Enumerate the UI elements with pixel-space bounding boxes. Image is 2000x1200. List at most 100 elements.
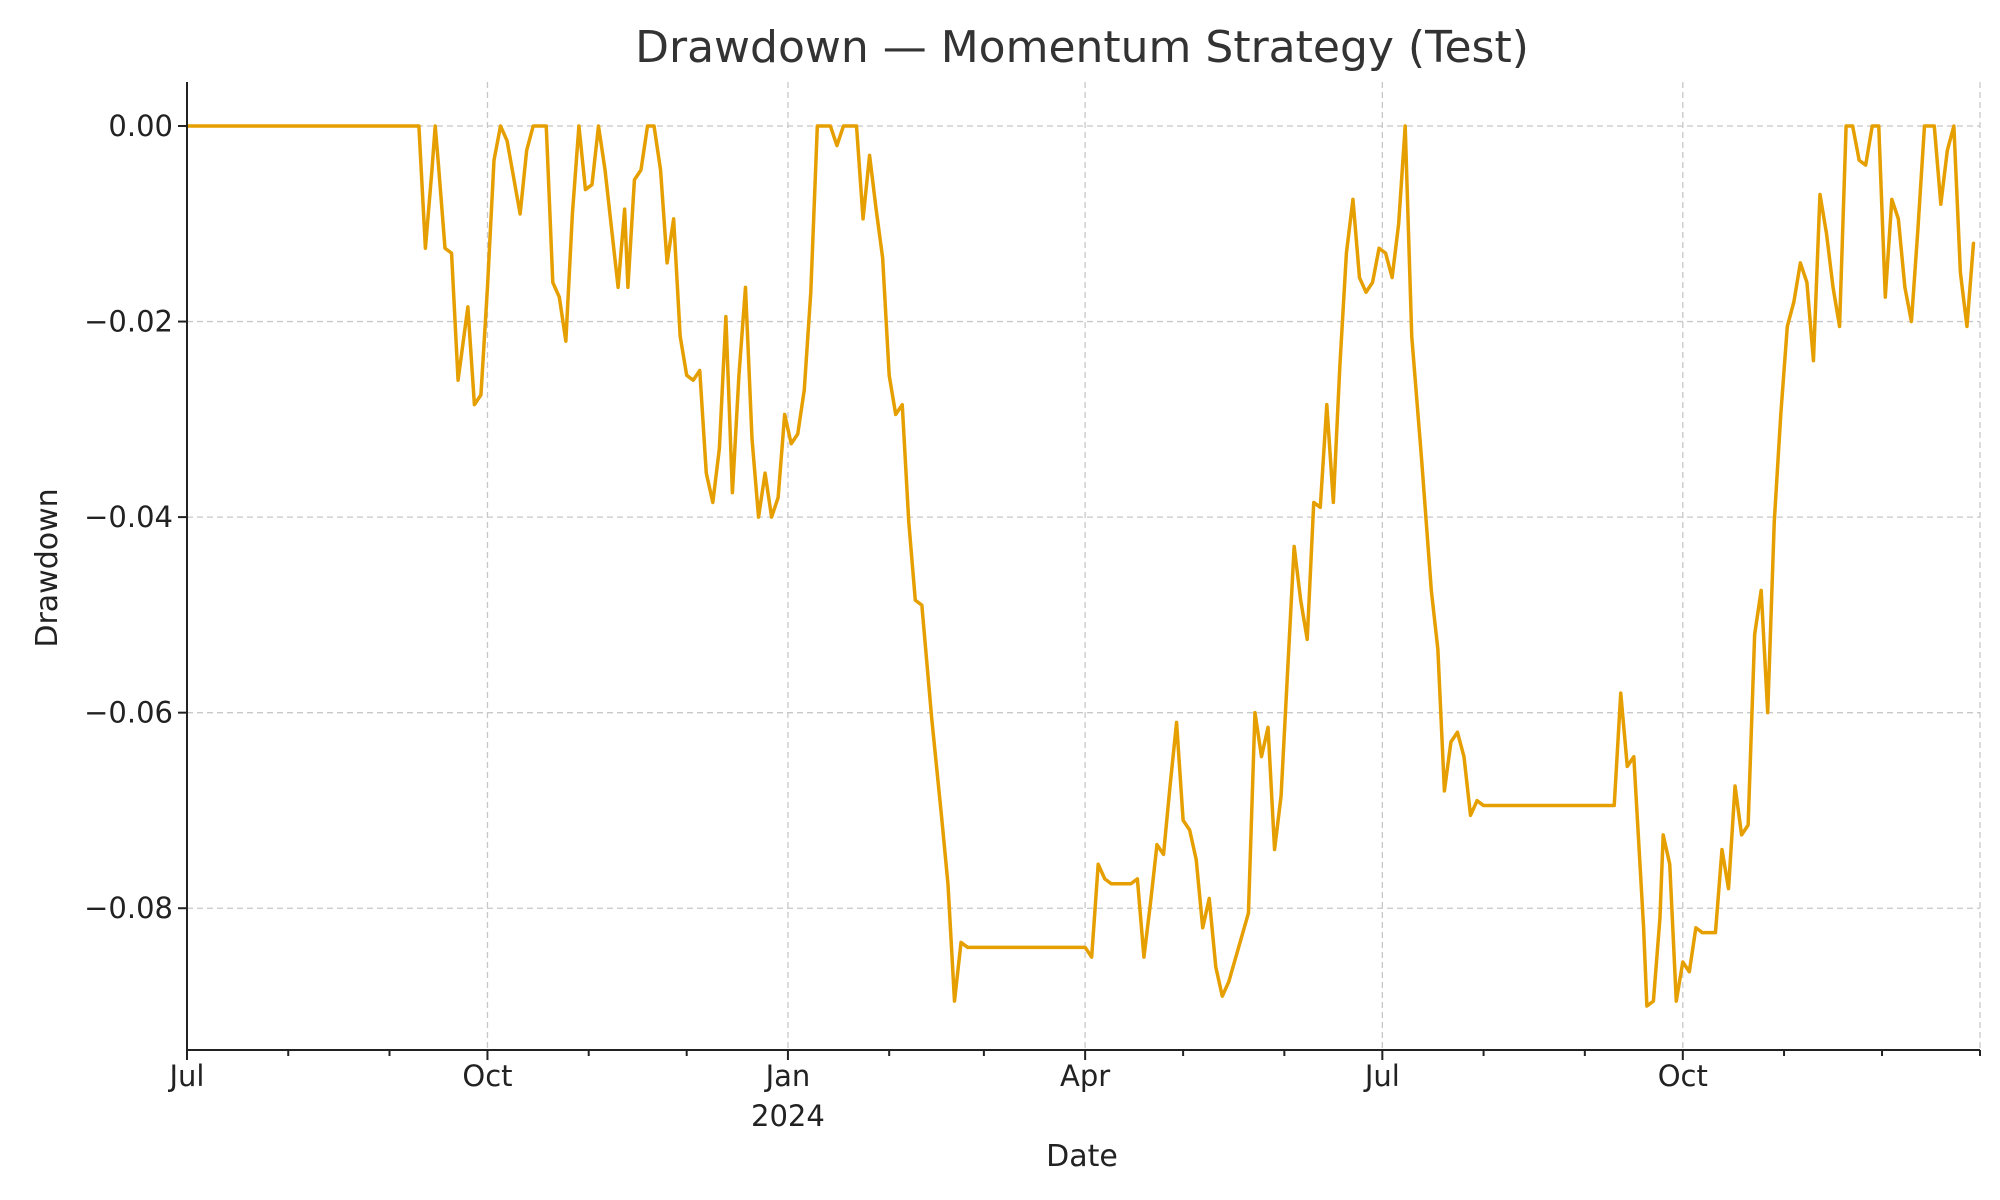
data-point [1247,912,1250,915]
y-tick-label: −0.04 [84,500,173,534]
data-point [1720,848,1723,851]
data-point [456,379,459,382]
data-point [1662,833,1665,836]
data-point [1351,198,1354,201]
x-tick-label: Oct [462,1059,512,1093]
data-point [551,281,554,284]
data-point [1377,247,1380,250]
data-point [1812,359,1815,362]
data-point [1825,232,1828,235]
data-point [417,124,420,127]
data-point [1897,217,1900,220]
data-point [737,374,740,377]
data-point [1652,1000,1655,1003]
data-point [1632,755,1635,758]
data-point [1799,261,1802,264]
data-point [1182,819,1185,822]
data-point [783,413,786,416]
data-point [1325,403,1328,406]
data-point [1668,863,1671,866]
data-point [1391,276,1394,279]
data-point [855,124,858,127]
data-point [1195,858,1198,861]
data-point [1260,755,1263,758]
data-point [1910,320,1913,323]
data-point [597,124,600,127]
data-point [424,247,427,250]
data-point [959,941,962,944]
data-point [757,516,760,519]
data-point [1103,877,1106,880]
data-point [617,286,620,289]
data-point [633,178,636,181]
data-point [430,168,433,171]
data-point [1279,794,1282,797]
data-point [639,168,642,171]
data-point [473,403,476,406]
data-point [1299,599,1302,602]
data-point [763,472,766,475]
data-point [685,374,688,377]
data-point [492,159,495,162]
data-point [1884,296,1887,299]
data-point [1404,124,1407,127]
data-point [626,286,629,289]
data-point [1253,711,1256,714]
data-point [486,286,489,289]
data-point [1645,1004,1648,1007]
data-point [1965,325,1968,328]
data-point [888,374,891,377]
data-point [1338,364,1341,367]
data-point [1430,589,1433,592]
data-point [835,144,838,147]
data-point [519,212,522,215]
data-point [1845,124,1848,127]
data-point [875,208,878,211]
data-point [1619,692,1622,695]
data-point [1864,164,1867,167]
series-layer [185,124,1976,1008]
data-point [881,256,884,259]
data-point [564,340,567,343]
data-point [698,369,701,372]
data-point [829,124,832,127]
data-point [1890,198,1893,201]
data-point [558,296,561,299]
tick-labels: 0.00 −0.02 −0.04 −0.06 −0.08 Jul Oct Jan 2024 Apr… [84,109,1708,1133]
data-point [1273,848,1276,851]
data-point [803,388,806,391]
data-point [1838,325,1841,328]
data-point [1805,281,1808,284]
data-point [1345,252,1348,255]
y-axis-label: Drawdown [30,488,65,647]
data-point [1436,648,1439,651]
data-point [750,437,753,440]
x-tick-label: Apr [1060,1059,1110,1093]
data-point [1097,863,1100,866]
data-point [1456,731,1459,734]
data-point [479,393,482,396]
data-point [1266,726,1269,729]
data-point [1482,804,1485,807]
data-point [1384,252,1387,255]
drawdown-series-line [185,124,1976,1008]
data-point [1312,501,1315,504]
data-point [603,168,606,171]
data-point [1332,501,1335,504]
data-point [718,447,721,450]
data-point [1740,833,1743,836]
data-point [1613,804,1616,807]
data-point [571,212,574,215]
data-point [770,516,773,519]
data-point [1681,960,1684,963]
x-axis-label: Date [1046,1139,1118,1174]
y-tick-label: 0.00 [108,109,173,143]
data-point [1626,765,1629,768]
data-point [1786,325,1789,328]
data-point [1818,193,1821,196]
data-point [1773,520,1776,523]
data-point [1831,286,1834,289]
data-point [907,520,910,523]
data-point [914,599,917,602]
axes [178,82,1981,1060]
